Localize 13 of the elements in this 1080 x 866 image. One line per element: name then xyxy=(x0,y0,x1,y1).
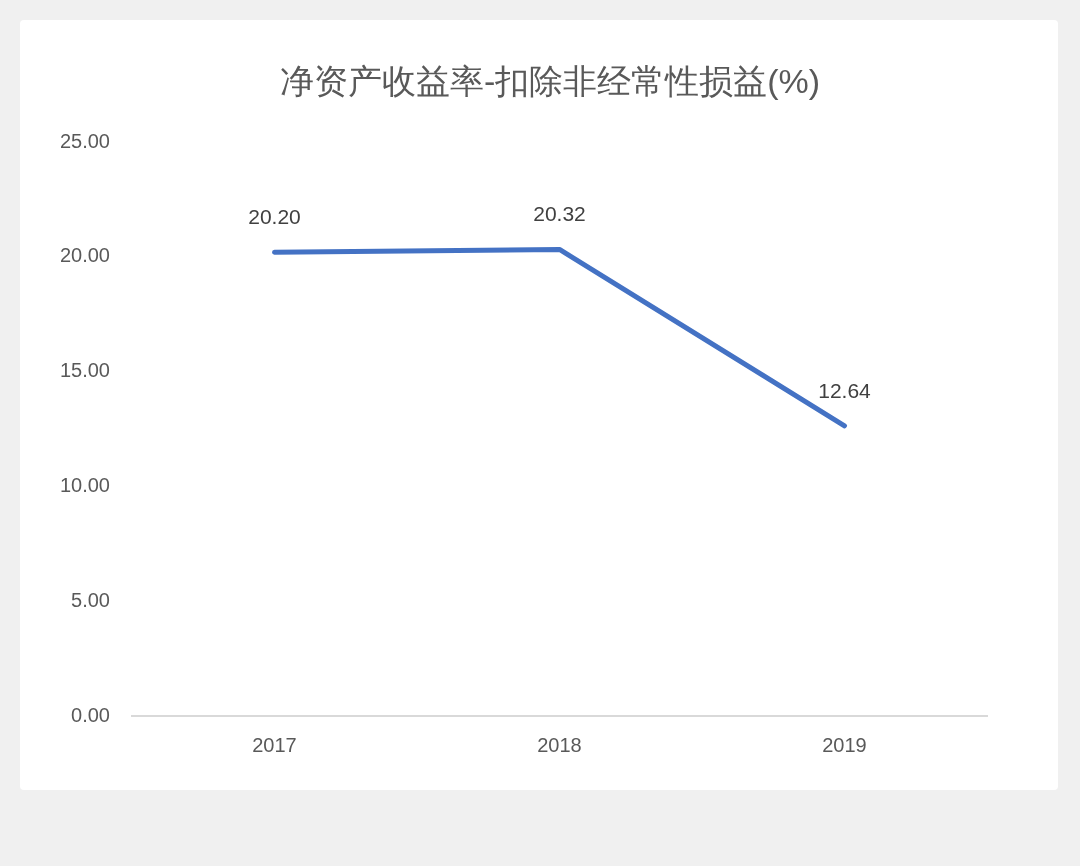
y-tick-label: 20.00 xyxy=(59,244,110,267)
x-tick-label: 2019 xyxy=(822,733,867,756)
y-tick-label: 10.00 xyxy=(59,473,110,496)
y-tick-label: 15.00 xyxy=(59,359,110,382)
data-label: 20.32 xyxy=(533,202,586,226)
data-label: 12.64 xyxy=(818,378,872,402)
x-tick-label: 2018 xyxy=(537,733,582,756)
y-tick-label: 5.00 xyxy=(71,588,110,611)
data-label: 20.20 xyxy=(248,205,301,228)
chart-title: 净资产收益率-扣除非经常性损益(%) xyxy=(278,61,822,102)
y-tick-label: 25.00 xyxy=(59,129,110,152)
x-tick-label: 2017 xyxy=(252,733,297,756)
y-tick-label: 0.00 xyxy=(71,703,110,726)
